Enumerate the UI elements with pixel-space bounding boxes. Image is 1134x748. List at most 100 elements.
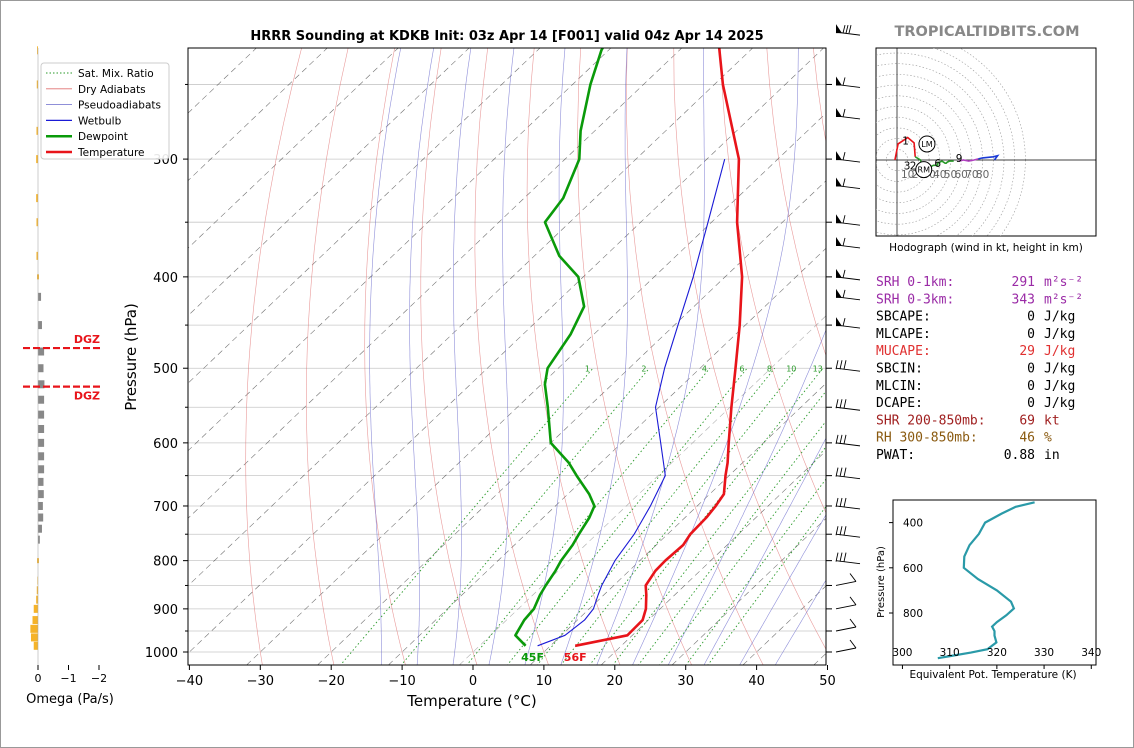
skewt-ytick-label: 900 (153, 603, 178, 618)
omega-bar (37, 46, 38, 55)
dewpoint-profile (514, 48, 605, 647)
isotherm-line (600, 450, 826, 665)
wind-barb (835, 76, 861, 88)
mixing-ratio-line (536, 367, 776, 665)
storm-motion-marker (915, 161, 933, 179)
omega-xtick-label: 0 (35, 672, 42, 685)
wind-barb (835, 360, 861, 372)
sounding-stats: SRH 0-1km: 291 m²s⁻² SRH 0-3km: 343 m²s⁻² SBCA… (876, 275, 1083, 463)
skewt-profiles: 45F 56F (514, 48, 744, 664)
omega-bar (36, 126, 38, 135)
mixing-ratio-line (466, 367, 711, 665)
isotherm-line (388, 247, 826, 665)
wind-barb (835, 618, 857, 632)
stat-value: 0.88 (1004, 448, 1035, 463)
theta-e-profile (937, 501, 1035, 660)
skewt-xtick-label: 20 (607, 674, 624, 689)
dry-adiabat-line (1117, 0, 1134, 672)
mixing-ratio-line (339, 367, 594, 665)
theta-e-ytick-label: 600 (903, 563, 923, 575)
dry-adiabat-line (526, 48, 621, 665)
mixing-ratio-line (659, 446, 826, 665)
theta-e-ytick-label: 800 (903, 608, 923, 620)
dry-adiabat-line (420, 48, 478, 665)
dry-adiabat-line (306, 48, 349, 665)
theta-e-frame (892, 499, 1097, 666)
wind-barb (835, 151, 861, 163)
wind-barb (835, 214, 861, 226)
omega-bar (38, 347, 45, 356)
stat-unit: in (1044, 448, 1060, 463)
mixing-ratio-line (560, 367, 797, 665)
omega-bar (38, 424, 45, 433)
dry-adiabat-line (719, 48, 826, 514)
skewt-xtick-label: 30 (677, 674, 694, 689)
theta-e-ylabel: Pressure (hPa) (876, 546, 887, 618)
omega-bar (36, 155, 38, 164)
isotherm-line (529, 382, 826, 665)
skewt-ytick-label: 1000 (145, 646, 178, 661)
stat-unit: % (1044, 431, 1052, 446)
omega-bar (36, 80, 38, 89)
skewt-xtick-label: 10 (536, 674, 553, 689)
isotherm-line (188, 48, 825, 654)
omega-bar (30, 633, 38, 642)
stat-unit: kt (1044, 413, 1060, 428)
skewt-ytick-label: 700 (153, 500, 178, 515)
stat-value: 0 (1027, 327, 1035, 342)
wind-barbs (835, 24, 861, 653)
pseudoadiabat-line (667, 329, 826, 665)
skewt-xtick-label: −10 (388, 674, 415, 689)
stat-unit: J/kg (1044, 396, 1075, 411)
hodograph-height-label: 1 (902, 136, 909, 148)
surface-temperature-label: 56F (564, 651, 587, 664)
skewt-ytick-label: 400 (153, 271, 178, 286)
pseudoadiabat-line (560, 48, 628, 665)
wind-barb (835, 236, 861, 249)
storm-motion-label: RM (918, 166, 931, 175)
isotherm-line (317, 180, 826, 665)
omega-bar (36, 586, 38, 595)
omega-xtick-label: −2 (91, 672, 107, 685)
wind-barb (835, 467, 861, 480)
omega-panel: DGZ DGZ 0 −1 −2 (23, 46, 107, 685)
omega-bar (38, 452, 45, 461)
stat-unit: J/kg (1044, 362, 1075, 377)
skewt-xtick-label: −40 (176, 674, 203, 689)
hodograph-plot: 102030405060708012369LMRM (876, 48, 1096, 236)
isotherm-line (188, 48, 754, 587)
mixing-ratio-label: 20 (857, 365, 867, 374)
stat-label: SBCAPE: (876, 310, 931, 325)
hodograph-ring-label: 70 (965, 169, 978, 181)
wind-barb (835, 288, 861, 301)
hodograph-panel: 102030405060708012369LMRM (875, 47, 1097, 237)
pseudoadiabat-line (409, 48, 435, 665)
isotherm-line (246, 112, 826, 665)
hodograph-ring-label: 10 (901, 169, 914, 181)
wind-barb (835, 596, 857, 610)
skewt-xlabel: Temperature (°C) (406, 692, 536, 710)
hodograph-ring-label: 80 (976, 169, 989, 181)
wind-barb (835, 399, 861, 411)
stat-label: MLCAPE: (876, 327, 931, 342)
theta-e-ytick-label: 400 (903, 518, 923, 530)
skewt-xtick-label: −20 (317, 674, 344, 689)
stat-label: MLCIN: (876, 379, 923, 394)
omega-bar (38, 292, 42, 301)
hodograph-height-label: 2 (910, 160, 917, 172)
hodograph-trace (978, 154, 1000, 161)
dry-adiabat-line (364, 48, 406, 665)
mixing-ratio-line (400, 367, 650, 665)
dry-adiabat-line (673, 48, 826, 650)
hodograph-ring-label: 40 (933, 169, 946, 181)
omega-bar (36, 251, 38, 260)
mixing-ratio-label: 2 (641, 365, 646, 374)
pseudoadiabat-line (632, 48, 799, 665)
storm-motion-label: LM (921, 140, 932, 149)
pseudoadiabat-line (703, 437, 826, 665)
omega-bar (38, 395, 45, 404)
pseudoadiabat-line (596, 48, 705, 665)
wind-barb (835, 107, 861, 120)
skewt-legend: Sat. Mix. Ratio Dry Adiabats Pseudoadiabat… (40, 62, 170, 160)
mixing-ratio-line (506, 367, 748, 665)
